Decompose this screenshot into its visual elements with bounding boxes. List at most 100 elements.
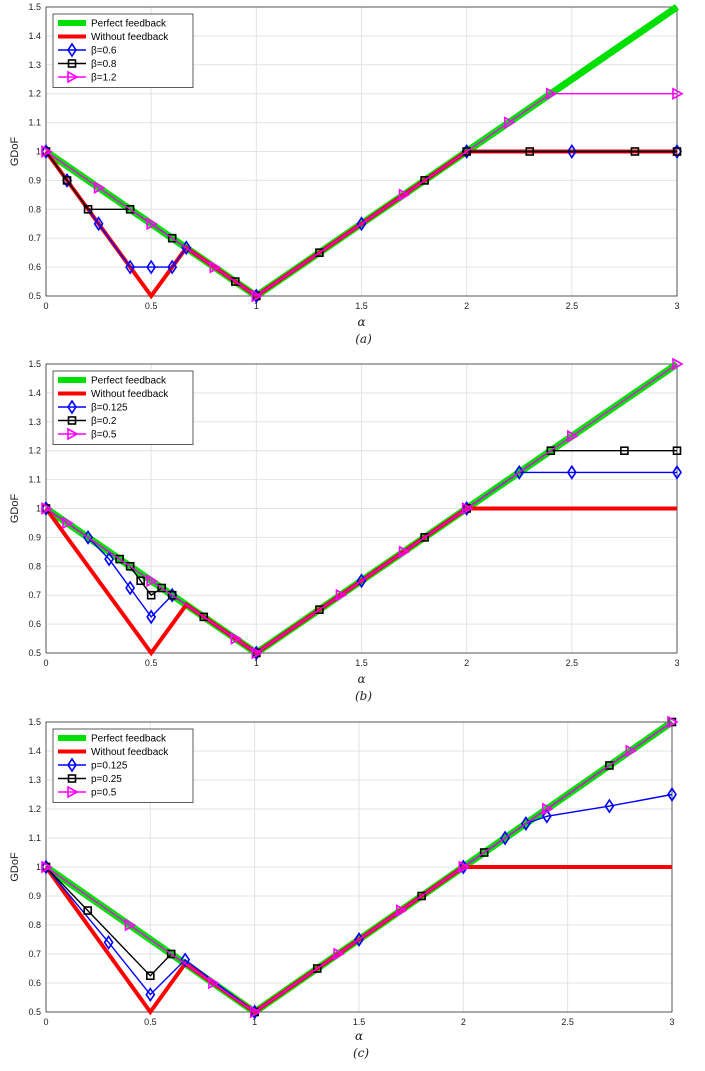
x-axis-label: α bbox=[357, 315, 365, 329]
legend-label: Perfect feedback bbox=[91, 19, 167, 30]
y-tick-label: 1.2 bbox=[28, 804, 41, 814]
data-point bbox=[125, 580, 136, 596]
y-axis-label: GDoF bbox=[9, 852, 21, 882]
data-point bbox=[315, 605, 324, 614]
legend-marker bbox=[67, 757, 77, 773]
legend-item: β=0.8 bbox=[58, 59, 117, 70]
legend-marker bbox=[67, 59, 77, 68]
data-point bbox=[541, 808, 552, 824]
data-point bbox=[93, 216, 104, 232]
legend-item: β=0.2 bbox=[58, 416, 117, 427]
data-point bbox=[672, 87, 684, 101]
y-tick-label: 0.8 bbox=[28, 920, 41, 930]
data-point bbox=[462, 147, 471, 156]
x-tick-label: 3 bbox=[674, 658, 679, 668]
x-tick-label: 0.5 bbox=[145, 301, 158, 311]
x-tick-label: 2 bbox=[464, 658, 469, 668]
legend-label: Without feedback bbox=[91, 32, 169, 43]
y-tick-label: 1.1 bbox=[28, 833, 41, 843]
x-tick-label: 2.5 bbox=[561, 1017, 574, 1027]
y-tick-label: 1.1 bbox=[28, 475, 41, 485]
legend-label: β=0.8 bbox=[91, 59, 117, 70]
data-point bbox=[104, 551, 115, 567]
legend-marker bbox=[67, 774, 77, 783]
data-point bbox=[83, 205, 93, 214]
data-point bbox=[672, 147, 682, 156]
y-tick-label: 1.3 bbox=[28, 417, 41, 427]
legend-label: Perfect feedback bbox=[91, 734, 167, 745]
y-tick-label: 1.3 bbox=[28, 775, 41, 785]
y-tick-label: 0.7 bbox=[28, 233, 41, 243]
data-point bbox=[566, 144, 577, 159]
data-point bbox=[62, 176, 72, 185]
y-tick-label: 1.5 bbox=[28, 717, 41, 727]
legend-label: p=0.5 bbox=[91, 788, 117, 799]
series-5 bbox=[41, 715, 679, 1019]
data-point bbox=[315, 248, 324, 257]
data-point bbox=[479, 848, 489, 857]
legend-marker bbox=[67, 416, 77, 425]
data-point bbox=[398, 188, 411, 202]
data-point bbox=[461, 502, 474, 515]
legend-label: Perfect feedback bbox=[91, 376, 167, 387]
legend-label: Without feedback bbox=[91, 389, 169, 400]
x-tick-label: 0 bbox=[43, 1017, 48, 1027]
legend-item: β=0.125 bbox=[58, 399, 128, 415]
data-point bbox=[41, 502, 53, 515]
legend-item: Without feedback bbox=[58, 32, 169, 43]
legend-label: β=0.2 bbox=[91, 416, 117, 427]
x-axis-label: α bbox=[355, 1029, 363, 1043]
x-tick-label: 0.5 bbox=[144, 1017, 157, 1027]
x-axis-label: α bbox=[357, 672, 365, 686]
data-point bbox=[667, 787, 677, 802]
data-point bbox=[41, 145, 53, 158]
data-point bbox=[62, 172, 72, 188]
y-tick-label: 0.5 bbox=[28, 1007, 41, 1017]
legend-marker bbox=[67, 399, 77, 415]
data-point bbox=[567, 429, 579, 443]
x-tick-label: 1 bbox=[254, 658, 259, 668]
series-line bbox=[45, 92, 677, 297]
legend-item: p=0.125 bbox=[58, 757, 128, 773]
legend-item: Perfect feedback bbox=[58, 734, 167, 745]
data-point bbox=[546, 446, 556, 456]
data-point bbox=[566, 464, 577, 480]
legend: Perfect feedback Without feedback p=0.125 p… bbox=[52, 728, 194, 803]
data-point bbox=[146, 574, 158, 588]
y-tick-label: 1 bbox=[36, 504, 41, 514]
data-point bbox=[209, 260, 221, 274]
legend-marker bbox=[67, 785, 79, 799]
data-point bbox=[672, 464, 682, 480]
legend-item: p=0.5 bbox=[58, 785, 117, 799]
data-point bbox=[103, 934, 114, 950]
data-point bbox=[605, 761, 614, 770]
data-point bbox=[672, 446, 682, 456]
y-tick-label: 0.5 bbox=[28, 648, 41, 658]
data-point bbox=[230, 632, 242, 645]
data-point bbox=[398, 545, 411, 559]
y-tick-label: 1 bbox=[36, 862, 41, 872]
y-axis-label: GDoF bbox=[9, 494, 21, 524]
x-tick-label: 0.5 bbox=[145, 658, 158, 668]
data-point bbox=[525, 147, 535, 156]
chart-panel-2: 0 0.5 1 1.5 2 2.5 30.50.60.70.80.911.11.21.31.… bbox=[9, 357, 684, 703]
x-tick-label: 3 bbox=[669, 1017, 674, 1027]
y-axis-label: GDoF bbox=[9, 137, 21, 167]
x-tick-label: 2 bbox=[461, 1017, 466, 1027]
x-tick-label: 2.5 bbox=[566, 301, 579, 311]
data-point bbox=[93, 181, 106, 194]
legend-item: p=0.25 bbox=[58, 774, 122, 785]
data-point bbox=[417, 891, 426, 901]
data-point bbox=[146, 971, 155, 981]
y-tick-label: 1.4 bbox=[28, 388, 41, 398]
chart-panel-3: 0 0.5 1 1.5 2 2.5 30.50.60.70.80.911.11.21.31.… bbox=[9, 715, 679, 1060]
y-tick-label: 1.4 bbox=[28, 31, 41, 41]
y-tick-label: 1.2 bbox=[28, 89, 41, 99]
data-point bbox=[124, 918, 137, 932]
data-point bbox=[199, 612, 209, 622]
legend-item: Perfect feedback bbox=[58, 19, 167, 30]
legend-marker bbox=[67, 42, 77, 58]
data-point bbox=[545, 87, 558, 101]
data-point bbox=[620, 446, 629, 456]
